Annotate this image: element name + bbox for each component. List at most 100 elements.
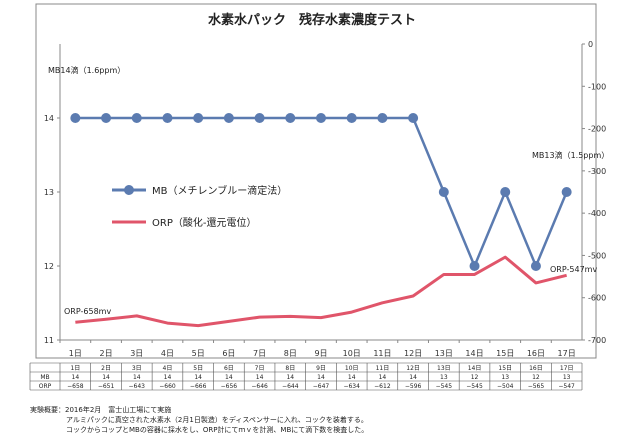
x-tick-label: 7日 [253,349,266,358]
right-tick-label: -100 [588,82,606,91]
table-header-cell: 2日 [101,365,111,372]
mb-point [408,113,419,123]
mb-point [561,187,572,197]
table-header-cell: 17日 [560,365,574,372]
right-tick-label: -700 [588,336,606,345]
table-orp-cell: −634 [343,383,360,390]
table-header-cell: 3日 [132,365,142,372]
table-header-cell: 4日 [163,365,173,372]
table-orp-cell: −643 [129,383,146,390]
table-header-cell: 13日 [437,365,451,372]
table-header-cell: 1日 [70,365,80,372]
table-mb-cell: 12 [471,374,479,381]
mb-point [316,113,326,123]
plot-border [35,3,597,359]
table-mb-cell: 14 [164,374,172,381]
left-tick-label: 13 [44,188,54,197]
table-orp-cell: −658 [67,383,84,390]
x-tick-label: 11日 [373,349,391,358]
annotation-mb13: MB13滴（1.5ppm） [532,150,609,160]
x-tick-label: 6日 [222,349,235,358]
table-header-cell: 14日 [468,365,482,372]
x-tick-label: 17日 [558,349,576,358]
table-mb-cell: 14 [286,374,294,381]
table-orp-cell: −644 [282,383,299,390]
table-orp-cell: −545 [436,383,453,390]
table-orp-cell: −612 [374,383,391,390]
table-orp-cell: −565 [528,383,545,390]
x-tick-label: 8日 [284,349,297,358]
x-tick-label: 10日 [343,349,361,358]
right-tick-label: -400 [588,209,606,218]
orp-line [75,255,568,328]
x-tick-label: 15日 [496,349,514,358]
x-tick-label: 12日 [404,349,422,358]
table-orp-cell: −504 [497,383,514,390]
mb-point [193,113,204,123]
table-orp-cell: −666 [190,383,207,390]
right-tick-label: 0 [588,40,593,49]
mb-point [162,113,173,123]
x-tick-label: 13日 [435,349,453,358]
table-mb-cell: 13 [440,374,448,381]
table-header-cell: 15日 [498,365,512,372]
x-tick-label: 3日 [130,349,143,358]
annotation-orp-end: ORP-547mv [550,265,597,274]
mb-point [500,187,511,197]
x-tick-label: 16日 [527,349,545,358]
table-mb-cell: 14 [225,374,233,381]
table-mb-cell: 14 [194,374,202,381]
mb-point [438,187,449,197]
table-mb-cell: 14 [317,374,325,381]
mb-point [70,113,81,123]
table-row-label: MB [40,374,49,381]
legend-orp-label: ORP（酸化-還元電位） [152,216,256,229]
chart-title: 水素水パック 残存水素濃度テスト [208,12,416,28]
table-mb-cell: 14 [133,374,141,381]
table-orp-cell: −656 [221,383,238,390]
table-header-cell: 7日 [255,365,265,372]
table-header-cell: 9日 [316,365,326,372]
mb-point [101,113,112,123]
annotation-mb14: MB14滴（1.6ppm） [48,65,125,75]
legend-mb-marker [124,185,134,195]
left-tick-label: 14 [44,114,54,123]
table-header-cell: 5日 [193,365,203,372]
x-tick-label: 2日 [100,349,113,358]
left-tick-label: 12 [44,262,54,271]
right-tick-label: -500 [588,251,606,260]
table-orp-cell: −646 [251,383,268,390]
table-orp-cell: −651 [98,383,115,390]
table-header-cell: 6日 [224,365,234,372]
table-mb-cell: 14 [409,374,417,381]
note-line-2: アルミパックに真空された水素水（2月1日製造）をディスペンサーに入れ、コックを装… [66,415,368,424]
mb-point [469,261,480,271]
right-tick-label: -200 [588,125,606,134]
table-orp-cell: −647 [313,383,330,390]
table-row-label: ORP [39,383,52,390]
table-header-cell: 8日 [285,365,295,372]
table-mb-cell: 14 [348,374,356,381]
annotation-orp-start: ORP-658mv [64,307,111,316]
table-mb-cell: 12 [532,374,540,381]
right-tick-label: -300 [588,167,606,176]
table-header-cell: 10日 [345,365,359,372]
x-tick-label: 1日 [69,349,82,358]
mb-point [530,261,541,271]
table-header-cell: 16日 [529,365,543,372]
table-header-cell: 12日 [406,365,420,372]
table-mb-cell: 14 [379,374,387,381]
note-line-3: コックからコップとMBの容器に採水をし、ORP計にてｍｖを計測、MBにて滴下数を… [66,425,368,434]
data-table: MB ORP 1日 14 −658 2日 14 −651 3日 14 −643 4日 14 −660 5日 1… [29,362,583,391]
note-line-1: 実験概要：2016年2月 富士山工場にて実施 [30,405,171,414]
table-mb-cell: 13 [501,374,509,381]
x-tick-label: 14日 [465,349,483,358]
table-mb-cell: 14 [72,374,80,381]
table-mb-cell: 13 [563,374,571,381]
mb-point [254,113,265,123]
table-orp-cell: −545 [466,383,483,390]
mb-point [223,113,234,123]
table-orp-cell: −547 [558,383,575,390]
table-mb-cell: 14 [102,374,110,381]
